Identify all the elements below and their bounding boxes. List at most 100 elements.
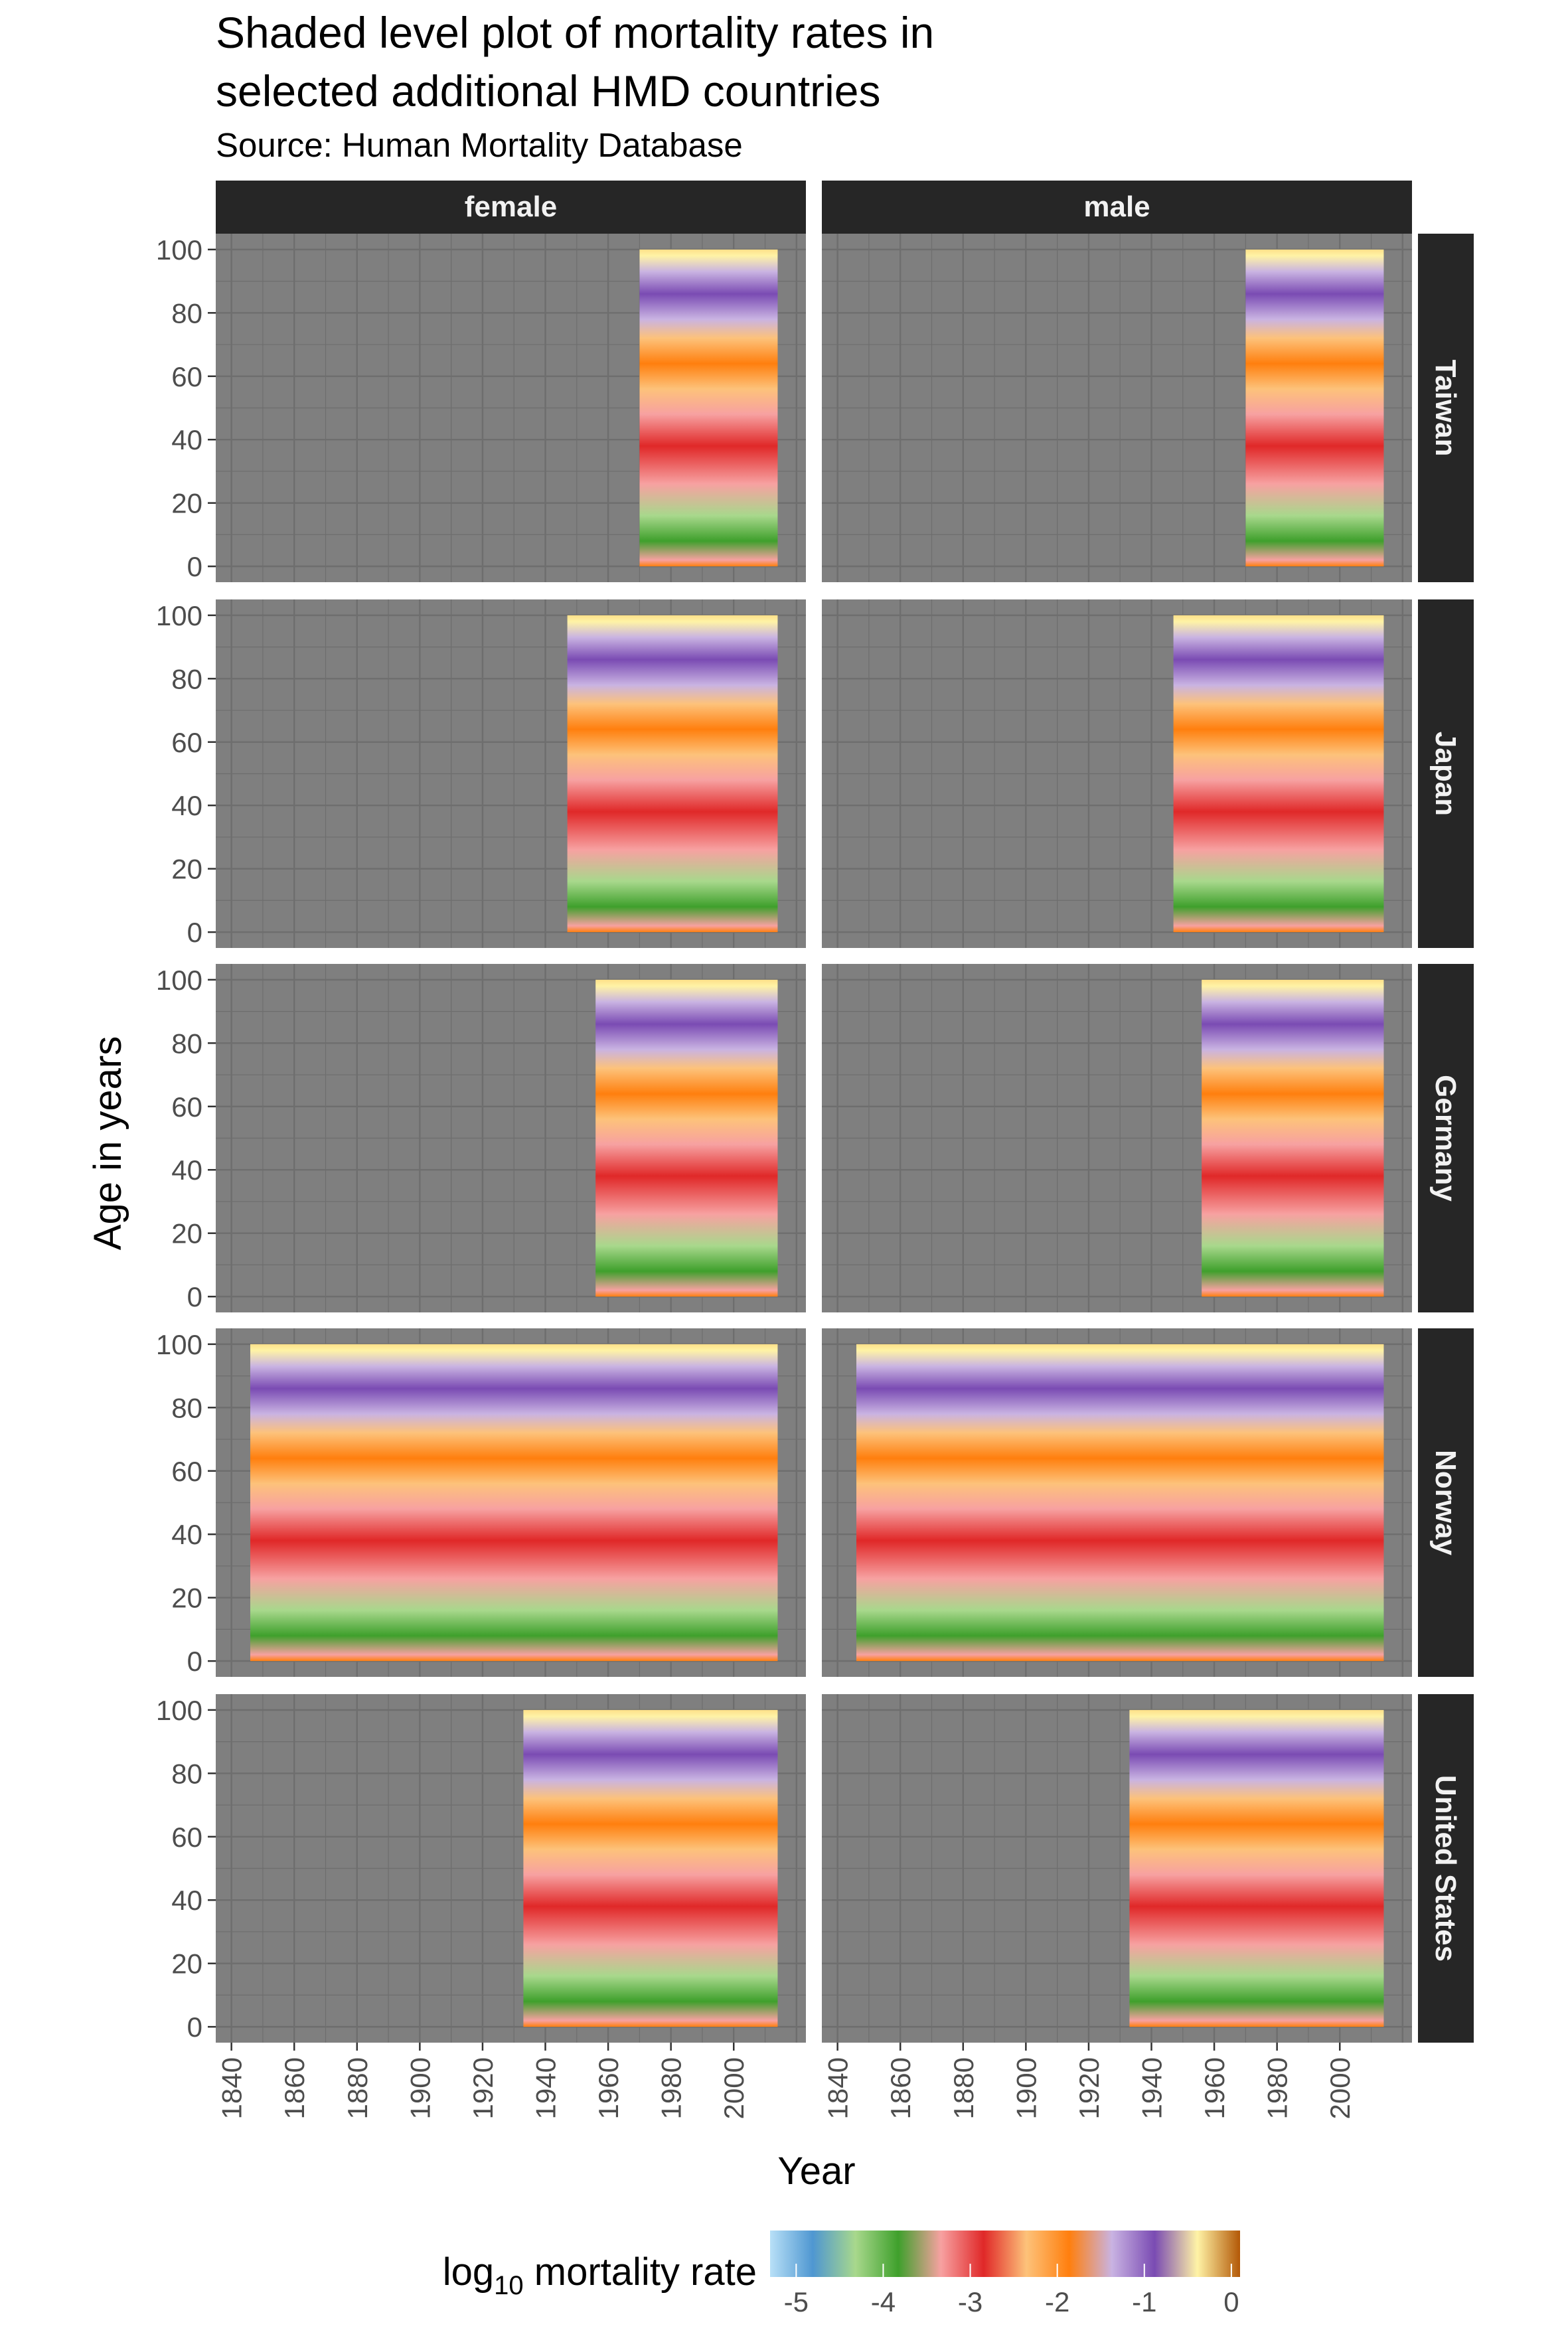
heatmap-germany-male <box>1202 979 1384 1297</box>
x-tick-label: 2000 <box>718 2057 749 2119</box>
y-tick-label: 60 <box>171 361 202 392</box>
x-tick-label: 1860 <box>279 2057 310 2119</box>
heatmap-japan-male <box>1173 615 1384 933</box>
y-tick-label: 100 <box>156 234 202 266</box>
legend-tick-label: -3 <box>958 2286 982 2317</box>
heatmap-germany-female <box>595 979 778 1297</box>
y-tick-label: 100 <box>156 965 202 996</box>
x-tick-label: 1940 <box>530 2057 562 2119</box>
panel-united-states-female <box>216 1694 806 2043</box>
y-tick-label: 60 <box>171 1091 202 1123</box>
facet-panels <box>216 234 1412 2043</box>
strip-germany <box>1418 964 1474 1312</box>
strip-united-states <box>1418 1694 1474 2043</box>
legend-ticks: -5 -4 -3 -2 -1 0 <box>784 2264 1239 2317</box>
legend-title-rest: mortality rate <box>524 2250 757 2294</box>
x-tick-label: 1940 <box>1137 2057 1168 2119</box>
strip-label-germany: Germany <box>1429 1075 1462 1202</box>
legend-title-base: 10 <box>494 2271 524 2300</box>
panel-norway-female <box>216 1328 806 1677</box>
y-tick-label: 20 <box>171 488 202 519</box>
heatmap-united-states-female <box>523 1709 778 2027</box>
chart-title-line-2: selected additional HMD countries <box>216 66 881 116</box>
strip-label-female: female <box>465 191 557 223</box>
strip-male <box>822 181 1412 234</box>
x-tick-label: 1920 <box>1073 2057 1105 2119</box>
y-tick-label: 20 <box>171 1583 202 1614</box>
x-tick-label: 1980 <box>656 2057 687 2119</box>
heatmap-united-states-male <box>1129 1709 1384 2027</box>
legend-title: log10 mortality rate <box>443 2250 757 2300</box>
chart-title-line-1: Shaded level plot of mortality rates in <box>216 8 934 57</box>
x-tick-label: 1960 <box>1199 2057 1230 2119</box>
y-tick-label: 100 <box>156 1695 202 1726</box>
strip-taiwan <box>1418 234 1474 582</box>
y-tick-label: 80 <box>171 297 202 329</box>
y-tick-label: 80 <box>171 1758 202 1789</box>
panel-japan-female <box>216 599 806 948</box>
x-tick-label: 1860 <box>885 2057 916 2119</box>
strip-label-united-states: United States <box>1429 1775 1462 1962</box>
x-tick-label: 1840 <box>823 2057 854 2119</box>
y-tick-label: 0 <box>187 1281 202 1312</box>
strip-norway <box>1418 1328 1474 1677</box>
y-tick-label: 40 <box>171 1885 202 1916</box>
strip-japan <box>1418 599 1474 948</box>
y-tick-label: 80 <box>171 1028 202 1059</box>
x-tick-label: 2000 <box>1324 2057 1356 2119</box>
y-tick-label: 60 <box>171 1822 202 1853</box>
heatmap-norway-female <box>250 1344 778 1662</box>
y-tick-label: 60 <box>171 727 202 758</box>
y-tick-label: 0 <box>187 917 202 948</box>
y-axis-label: Age in years <box>86 1036 129 1250</box>
x-tick-label: 1880 <box>342 2057 373 2119</box>
x-tick-label: 1900 <box>404 2057 435 2119</box>
x-tick-label: 1980 <box>1262 2057 1293 2119</box>
strip-label-taiwan: Taiwan <box>1429 360 1462 457</box>
x-axes: 1840 1860 1880 1900 1920 1940 1960 1980 2000 1840… <box>216 2043 1356 2119</box>
heatmap-taiwan-female <box>639 249 778 567</box>
y-tick-label: 20 <box>171 1218 202 1249</box>
y-tick-label: 0 <box>187 551 202 582</box>
y-tick-label: 40 <box>171 1154 202 1186</box>
panel-germany-female <box>216 964 806 1312</box>
x-tick-label: 1880 <box>948 2057 979 2119</box>
strip-label-japan: Japan <box>1429 732 1462 816</box>
x-tick-label: 1920 <box>467 2057 499 2119</box>
strip-female <box>216 181 806 234</box>
y-tick-label: 20 <box>171 854 202 885</box>
legend-tick-label: -4 <box>871 2286 896 2317</box>
legend-tick-label: -1 <box>1132 2286 1156 2317</box>
heatmap-taiwan-male <box>1245 249 1384 567</box>
panel-taiwan-female <box>216 234 806 582</box>
y-tick-label: 40 <box>171 1519 202 1550</box>
strip-label-norway: Norway <box>1429 1450 1462 1555</box>
facet-strips: female male Taiwan Japan Germany Norway United… <box>216 181 1474 2043</box>
y-tick-label: 40 <box>171 790 202 821</box>
panel-united-states-male <box>822 1694 1412 2043</box>
legend: log10 mortality rate -5 -4 -3 -2 -1 0 <box>443 2231 1240 2317</box>
panel-taiwan-male <box>822 234 1412 582</box>
legend-tick-label: 0 <box>1223 2286 1239 2317</box>
x-tick-label: 1960 <box>593 2057 624 2119</box>
y-tick-label: 40 <box>171 424 202 455</box>
legend-colorbar <box>770 2231 1240 2277</box>
y-axes: 0 20 40 60 80 100 0 20 40 60 80 100 0 20 40 60 80 100 0 20 4… <box>156 234 216 2043</box>
heatmap-japan-female <box>567 615 778 933</box>
x-tick-label: 1900 <box>1010 2057 1042 2119</box>
y-tick-label: 20 <box>171 1948 202 1980</box>
y-tick-label: 60 <box>171 1456 202 1487</box>
panel-japan-male <box>822 599 1412 948</box>
panel-norway-male <box>822 1328 1412 1677</box>
y-tick-label: 0 <box>187 1646 202 1677</box>
legend-tick-label: -2 <box>1045 2286 1069 2317</box>
chart-subtitle: Source: Human Mortality Database <box>216 126 743 164</box>
heatmap-norway-male <box>856 1344 1384 1662</box>
y-tick-label: 100 <box>156 600 202 631</box>
strip-label-male: male <box>1083 191 1150 223</box>
legend-tick-label: -5 <box>784 2286 809 2317</box>
y-tick-label: 100 <box>156 1329 202 1360</box>
legend-title-log: log <box>443 2250 494 2294</box>
x-tick-label: 1840 <box>216 2057 248 2119</box>
